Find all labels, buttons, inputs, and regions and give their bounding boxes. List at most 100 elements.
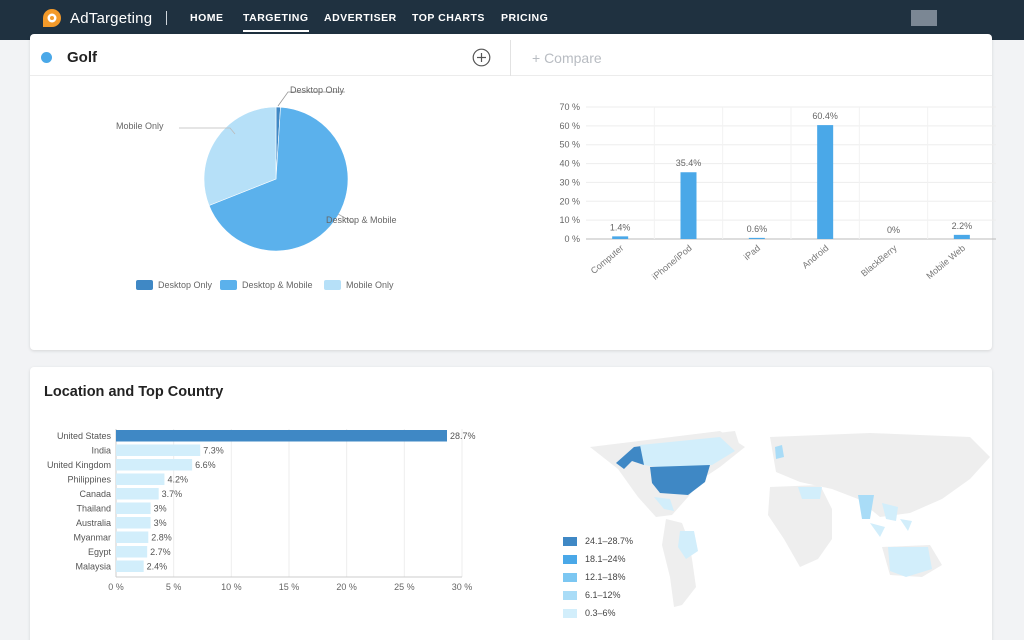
pie-label-desktop-mobile: Desktop & Mobile bbox=[326, 215, 397, 225]
bar-iphone-ipod[interactable] bbox=[680, 172, 697, 239]
map-legend-label: 24.1–28.7% bbox=[585, 536, 634, 546]
country-label: Thailand bbox=[76, 504, 111, 514]
map-region-philippines[interactable] bbox=[900, 519, 912, 531]
country-value-label: 2.4% bbox=[147, 562, 168, 572]
legend-label: Desktop Only bbox=[158, 280, 213, 290]
bar-data-label: 0% bbox=[887, 225, 900, 235]
bar-data-label: 1.4% bbox=[610, 222, 631, 232]
nav-pricing[interactable]: PRICING bbox=[501, 12, 549, 24]
country-label: Philippines bbox=[67, 475, 111, 485]
map-region-united-kingdom[interactable] bbox=[775, 445, 784, 459]
legend-swatch bbox=[324, 280, 341, 290]
y-tick-label: 50 % bbox=[559, 140, 580, 150]
x-tick-label: BlackBerry bbox=[859, 243, 899, 279]
country-value-label: 2.8% bbox=[151, 533, 172, 543]
nav-top-charts[interactable]: TOP CHARTS bbox=[412, 12, 485, 24]
pie-leader-desktop-only bbox=[277, 91, 345, 107]
user-avatar[interactable] bbox=[911, 10, 937, 26]
section-title: Location and Top Country bbox=[44, 384, 224, 400]
add-circle-icon[interactable] bbox=[472, 48, 491, 67]
nav-home[interactable]: HOME bbox=[190, 12, 224, 24]
y-tick-label: 70 % bbox=[559, 102, 580, 112]
legend-mobile-only[interactable]: Mobile Only bbox=[324, 280, 394, 290]
country-bar-philippines[interactable] bbox=[116, 473, 165, 486]
map-region-canada[interactable] bbox=[640, 437, 735, 469]
x-tick-label: 10 % bbox=[221, 582, 242, 592]
country-bar-thailand[interactable] bbox=[116, 502, 151, 515]
map-legend-label: 0.3–6% bbox=[585, 608, 616, 618]
country-bar-australia[interactable] bbox=[116, 517, 151, 529]
nav-advertiser[interactable]: ADVERTISER bbox=[324, 12, 397, 24]
column-divider bbox=[510, 40, 511, 76]
audience-color-dot bbox=[41, 52, 52, 63]
compare-button[interactable]: + Compare bbox=[532, 50, 602, 66]
country-label: Egypt bbox=[88, 547, 112, 557]
country-value-label: 6.6% bbox=[195, 460, 216, 470]
y-tick-label: 20 % bbox=[559, 196, 580, 206]
country-bar-united-states[interactable] bbox=[116, 430, 448, 442]
country-bar-myanmar[interactable] bbox=[116, 531, 149, 544]
legend-label: Mobile Only bbox=[346, 280, 394, 290]
top-nav: AdTargeting HOME TARGETING ADVERTISER TO… bbox=[0, 0, 1024, 40]
map-legend-swatch bbox=[563, 536, 577, 546]
y-tick-label: 30 % bbox=[559, 177, 580, 187]
x-tick-label: Android bbox=[800, 243, 830, 271]
legend-swatch bbox=[136, 280, 153, 290]
legend-desktop-only[interactable]: Desktop Only bbox=[136, 280, 212, 290]
nav-divider bbox=[166, 11, 167, 25]
country-bar-egypt[interactable] bbox=[116, 546, 148, 558]
nav-targeting[interactable]: TARGETING bbox=[243, 12, 309, 32]
pie-label-mobile-only: Mobile Only bbox=[116, 121, 164, 131]
x-tick-label: 5 % bbox=[166, 582, 182, 592]
country-bar-india[interactable] bbox=[116, 444, 201, 457]
legend-desktop-mobile[interactable]: Desktop & Mobile bbox=[220, 280, 313, 290]
y-tick-label: 40 % bbox=[559, 159, 580, 169]
location-card: Location and Top Country 0 % 5 % 10 % 15 % 2… bbox=[30, 367, 992, 640]
map-legend-swatch bbox=[563, 608, 577, 618]
map-region-egypt[interactable] bbox=[798, 487, 822, 499]
map-region-southeast-asia[interactable] bbox=[882, 503, 898, 521]
country-label: Myanmar bbox=[73, 533, 111, 543]
bar-data-label: 0.6% bbox=[747, 224, 768, 234]
x-tick-label: Computer bbox=[589, 243, 626, 276]
map-region-south-america[interactable] bbox=[678, 531, 698, 559]
pie-leader-mobile-only bbox=[179, 127, 236, 135]
country-value-label: 3% bbox=[154, 504, 167, 514]
map-region-india[interactable] bbox=[858, 495, 874, 519]
country-label: Australia bbox=[76, 518, 111, 528]
bar-android[interactable] bbox=[817, 125, 834, 239]
map-legend-label: 12.1–18% bbox=[585, 572, 626, 582]
map-region-united-states[interactable] bbox=[650, 465, 710, 495]
country-label: Canada bbox=[79, 489, 111, 499]
x-tick-label: 30 % bbox=[452, 582, 473, 592]
bar-ipad[interactable] bbox=[748, 237, 765, 239]
brand-name[interactable]: AdTargeting bbox=[70, 10, 153, 27]
pie-label-desktop-only: Desktop Only bbox=[290, 85, 345, 95]
map-legend-swatch bbox=[563, 554, 577, 564]
map-region-australia[interactable] bbox=[888, 547, 932, 577]
map-legend-item: 12.1–18% bbox=[563, 572, 626, 582]
map-legend-label: 6.1–12% bbox=[585, 590, 621, 600]
x-tick-label: 0 % bbox=[108, 582, 124, 592]
country-bar-chart: 0 % 5 % 10 % 15 % 20 % 25 % 30 % United States 2… bbox=[47, 429, 476, 592]
country-value-label: 3% bbox=[154, 518, 167, 528]
country-bar-united-kingdom[interactable] bbox=[116, 459, 193, 471]
bar-mobile-web[interactable] bbox=[953, 234, 970, 239]
bar-computer[interactable] bbox=[612, 236, 629, 239]
pie-leader-desktop-mobile bbox=[337, 213, 355, 223]
adtargeting-logo[interactable] bbox=[40, 6, 68, 30]
world-map[interactable] bbox=[570, 427, 1000, 617]
map-region-mexico[interactable] bbox=[654, 497, 674, 511]
country-bar-canada[interactable] bbox=[116, 488, 159, 500]
country-bar-malaysia[interactable] bbox=[116, 560, 144, 573]
device-bar-chart: 0 % 10 % 20 % 30 % 40 % 50 % 60 % 70 % 1.4% Compu… bbox=[559, 102, 996, 282]
y-tick-label: 0 % bbox=[564, 234, 580, 244]
x-tick-label: Mobile Web bbox=[924, 243, 967, 281]
pie-slice-desktop-mobile[interactable] bbox=[208, 106, 349, 252]
map-legend-swatch bbox=[563, 572, 577, 582]
map-region-malaysia[interactable] bbox=[870, 523, 885, 537]
audience-name: Golf bbox=[67, 49, 97, 66]
map-legend-item: 0.3–6% bbox=[563, 608, 616, 618]
pie-slice-mobile-only[interactable] bbox=[203, 106, 277, 206]
map-legend-label: 18.1–24% bbox=[585, 554, 626, 564]
